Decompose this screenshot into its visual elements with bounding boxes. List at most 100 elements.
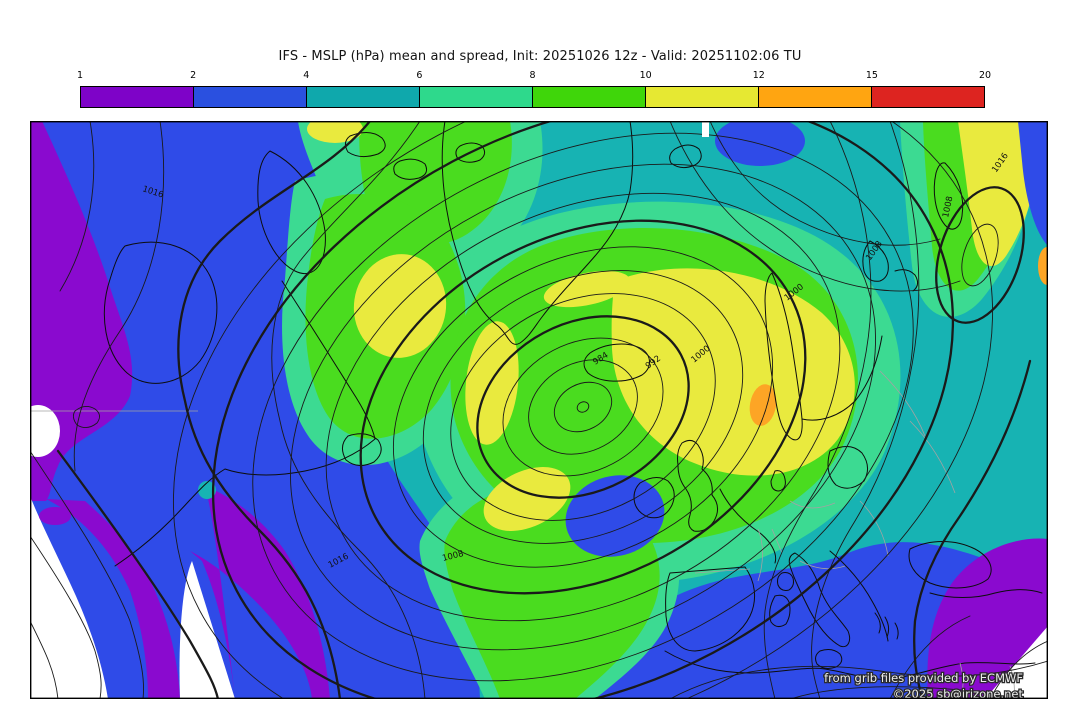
isobar-med-2 (789, 686, 991, 699)
page-title: IFS - MSLP (hPa) mean and spread, Init: … (278, 49, 802, 64)
isobar-ring (576, 401, 590, 413)
fill-yellow-east-of-low (611, 268, 855, 476)
colorbar-segment (419, 87, 532, 107)
colorbar-segment (871, 87, 984, 107)
colorbar-segment (306, 87, 419, 107)
isobar-sw-loop (72, 406, 100, 428)
isobar-nw-3 (271, 121, 426, 699)
isobar-ring (392, 246, 774, 568)
isobar-ring (289, 163, 877, 651)
isobar-ring (422, 270, 744, 544)
attribution-line-1: from grib files provided by ECMWF (824, 671, 1023, 685)
coastline-black-sea (908, 541, 992, 589)
isobar-e-bold (913, 359, 1032, 699)
map-border (30, 121, 1048, 699)
border-east-europe (879, 370, 956, 494)
isobar-ne-1 (709, 121, 941, 246)
isobar-ring-bold (359, 219, 807, 595)
attribution-line-2: ©2025 sb@irizone.net (893, 687, 1024, 699)
colorbar-tick-labels: 1 2 4 6 8 10 12 15 20 (76, 70, 991, 83)
colorbar-tick: 12 (752, 70, 765, 81)
isobar-ring (325, 192, 841, 622)
isobar-high-east-outer (935, 186, 1025, 324)
colorbar-tick: 1 (76, 70, 84, 81)
coastline-turkey (929, 589, 1043, 598)
coastline-newfoundland (342, 433, 382, 466)
isobar-ring (502, 337, 664, 477)
colorbar-segment (532, 87, 645, 107)
political-borders (30, 370, 1015, 699)
contour-label: 1008 (941, 195, 955, 218)
colorbar-segment (81, 87, 193, 107)
isobar-ring-bold (476, 315, 690, 499)
isobar-sw-1 (30, 450, 144, 699)
colorbar (80, 86, 985, 108)
colorbar-segment (193, 87, 306, 107)
fill-blue-west (30, 121, 480, 699)
isobar-nw-bold (177, 121, 372, 699)
fill-purple-band-sw (46, 499, 180, 699)
coastline-iceland (583, 343, 650, 382)
coastline-norway (764, 272, 803, 441)
attribution: from grib files provided by ECMWF ©2025 … (823, 670, 1025, 699)
coastline-labrador (281, 280, 376, 440)
coastline-kola (862, 240, 919, 292)
coastline-denmark (770, 470, 786, 492)
fill-blue-east-edge (1018, 121, 1048, 246)
isobar-e-2 (811, 121, 920, 699)
isobar-contours (30, 121, 1048, 699)
isobar-ne-2 (669, 121, 961, 292)
spread-fill-regions (30, 121, 1048, 699)
isobar-sw-3 (30, 620, 59, 699)
colorbar-tick: 8 (529, 70, 536, 81)
fill-white-s-wedge (179, 561, 235, 699)
fill-white-left-notch (30, 405, 60, 457)
colorbar-tick: 6 (416, 70, 423, 81)
coastline-corsica (777, 572, 794, 591)
coastline-greece (874, 612, 899, 640)
colorbar-tick: 10 (639, 70, 652, 81)
isobar-ring (528, 359, 638, 455)
coastline-sardinia (769, 594, 791, 628)
colorbar-tick: 4 (303, 70, 310, 81)
weather-map: 984 992 1000 1000 1008 1016 1008 1016 10… (30, 121, 1048, 699)
fill-yellow-north-arc (543, 270, 631, 308)
border-africa (959, 662, 1015, 699)
colorbar-tick: 15 (865, 70, 878, 81)
isobar-sw-bold (56, 449, 220, 699)
map-top-notch (702, 121, 709, 137)
isobar-ring-bold (211, 121, 955, 699)
coastline-ireland (633, 477, 675, 519)
isobar-e-1 (763, 121, 872, 699)
coastline-svalbard (669, 144, 702, 169)
coastline-italy (788, 552, 851, 648)
isobar-nw-1 (59, 121, 95, 292)
isobar-sw-2 (30, 535, 102, 699)
coastline-hudson-bay (103, 241, 218, 384)
fill-blue-patch-arctic (715, 121, 805, 166)
fill-purple-southeast (927, 538, 1048, 699)
border-europe-1 (694, 528, 783, 582)
border-europe-2 (789, 500, 889, 570)
isobar-africa (889, 615, 1048, 699)
colorbar-tick: 20 (978, 70, 992, 81)
fill-purple-south (190, 486, 330, 699)
isobar-ring (172, 121, 994, 699)
fill-orange-east-edge (1038, 247, 1048, 285)
colorbar-segment (758, 87, 871, 107)
fill-purple-islet (39, 507, 71, 525)
isobar-ring (450, 293, 716, 521)
coastline-novaya (933, 162, 964, 230)
fill-teal-dot (198, 481, 216, 499)
map-container: 984 992 1000 1000 1008 1016 1008 1016 10… (30, 121, 1048, 699)
fill-purple-west (30, 121, 133, 501)
colorbar-segment (645, 87, 758, 107)
coastline-iberia (665, 566, 756, 652)
coastline-baffin (257, 150, 326, 274)
isobar-nw-2 (73, 121, 164, 472)
coastline-balkans (829, 550, 889, 642)
coastline-france (719, 488, 777, 564)
isobar-ring (252, 132, 914, 682)
colorbar-tick: 2 (190, 70, 197, 81)
